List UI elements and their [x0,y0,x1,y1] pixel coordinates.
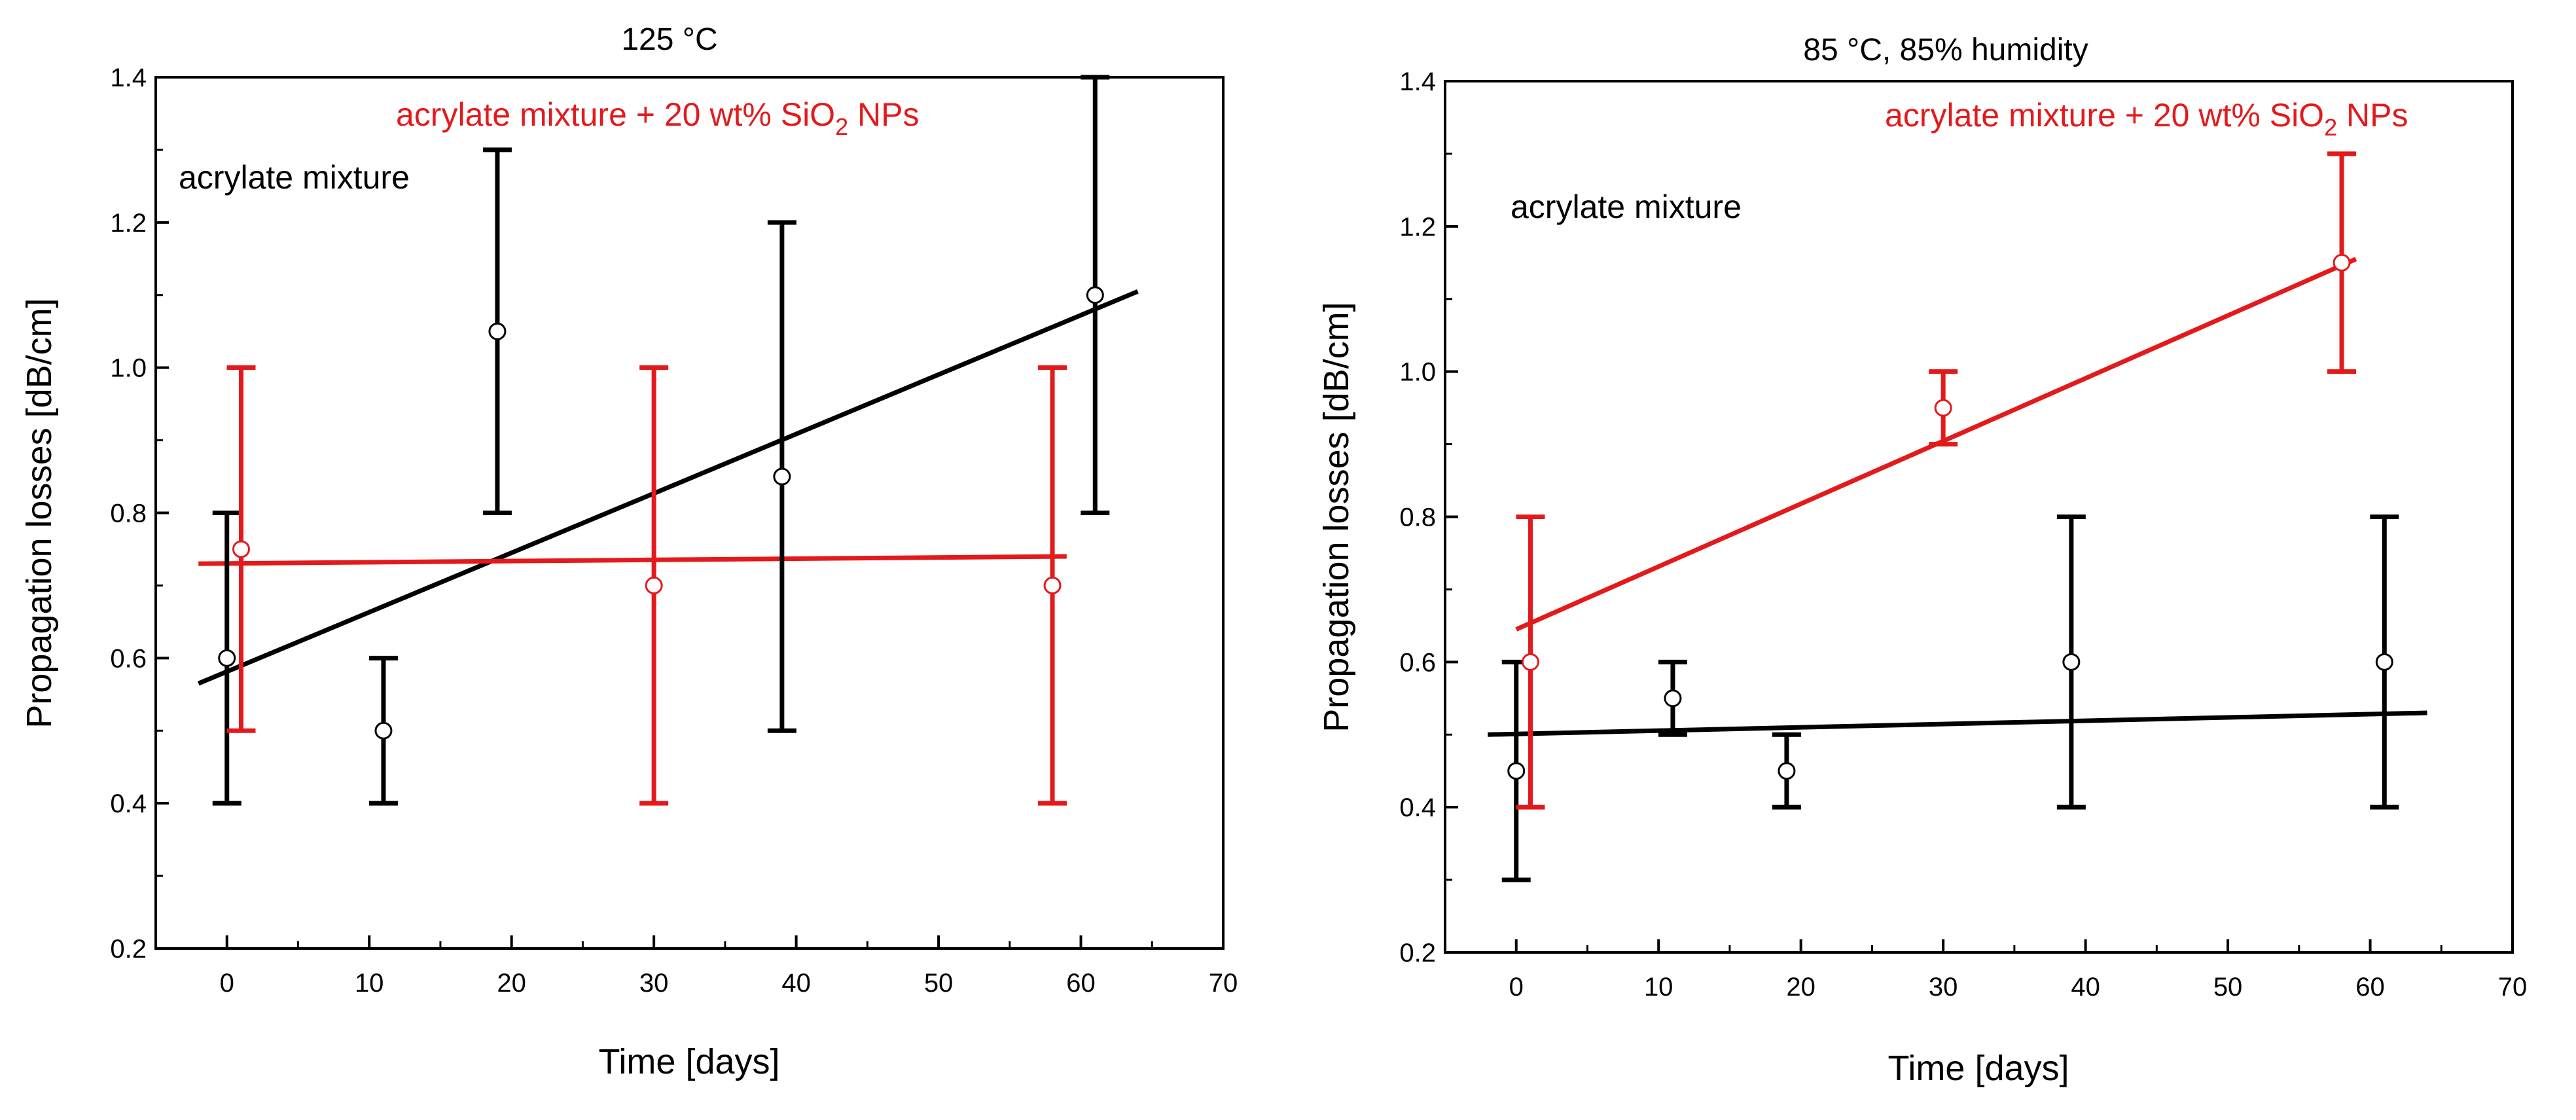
data-point [2062,653,2081,671]
label-red-suffix: NPs [848,96,919,133]
data-points [1507,253,2393,780]
ticks: 0 10 20 30 40 50 60 70 0.2 0.4 0.6 0.8 1.0 1.2 1.4 [110,63,1238,998]
data-point [1507,762,1526,780]
x-axis-label: Time [days] [1887,1049,2069,1088]
fit-line-series-0 [197,289,1139,686]
chart-title: 125 °C [621,22,717,57]
data-point [1778,762,1796,780]
data-point [374,721,393,740]
label-acrylate-mixture: acrylate mixture [1511,189,1742,225]
y-axis-label: Propagation losses [dB/cm] [20,298,59,728]
data-point [1086,286,1104,304]
data-point [488,322,507,340]
plot-frame [154,76,1225,950]
y-axis-label: Propagation losses [dB/cm] [1317,302,1356,732]
data-point [218,649,236,667]
y-tick-label: 0.6 [110,644,147,673]
x-tick-label: 0 [1509,973,1524,1002]
x-tick-label: 70 [1209,969,1238,998]
data-points [218,286,1104,740]
x-tick-label: 60 [2355,973,2385,1002]
x-tick-label: 20 [1786,973,1816,1002]
fit-lines [1488,257,2427,737]
y-tick-label: 1.0 [1399,358,1436,387]
x-tick-label: 50 [2213,973,2243,1002]
x-tick-label: 20 [497,969,526,998]
x-tick-label: 70 [2498,973,2528,1002]
data-point [1043,576,1062,594]
y-tick-label: 0.2 [1399,939,1436,967]
y-tick-label: 0.6 [1399,648,1436,677]
fit-line-series-1 [198,554,1067,566]
label-red-prefix: acrylate mixture + 20 wt% SiO [1885,97,2324,134]
data-point [1934,399,1952,417]
x-tick-label: 40 [781,969,811,998]
label-acrylate-sio2: acrylate mixture + 20 wt% SiO2 NPs [1885,97,2408,141]
ticks: 0 10 20 30 40 50 60 70 0.2 0.4 0.6 0.8 1.0 1.2 1.4 [1399,67,2527,1002]
x-tick-label: 60 [1066,969,1096,998]
x-tick-label: 0 [220,969,234,998]
chart-125c: 0 10 20 30 40 50 60 70 0.2 0.4 0.6 0.8 1.0 1.2 1.4 125… [20,22,1238,1081]
data-point [1664,689,1682,708]
data-point [645,576,663,594]
y-tick-label: 1.4 [110,63,147,92]
x-tick-label: 40 [2071,973,2100,1002]
label-acrylate-sio2: acrylate mixture + 20 wt% SiO2 NPs [396,96,919,140]
y-tick-label: 1.4 [1399,67,1436,96]
label-red-subscript: 2 [2324,114,2337,141]
data-point [1521,653,1539,671]
y-tick-label: 0.2 [110,935,147,964]
x-tick-label: 50 [924,969,954,998]
fit-lines [197,289,1139,686]
x-tick-label: 30 [639,969,669,998]
y-tick-label: 1.0 [110,354,147,383]
y-tick-label: 0.8 [1399,503,1436,532]
chart-title: 85 °C, 85% humidity [1803,33,2088,67]
y-tick-label: 0.4 [110,789,147,818]
data-point [2375,653,2393,671]
data-point [773,467,791,486]
label-red-prefix: acrylate mixture + 20 wt% SiO [396,96,835,133]
x-tick-label: 10 [355,969,384,998]
x-tick-label: 30 [1929,973,1958,1002]
y-tick-label: 0.4 [1399,793,1436,822]
data-point [232,540,250,558]
y-tick-label: 1.2 [110,209,147,238]
x-tick-label: 10 [1644,973,1673,1002]
error-bars [1501,151,2399,882]
x-axis-label: Time [days] [598,1042,779,1081]
data-point [2333,253,2351,272]
label-acrylate-mixture: acrylate mixture [179,159,410,196]
y-tick-label: 0.8 [110,499,147,528]
chart-85c-85rh: 0 10 20 30 40 50 60 70 0.2 0.4 0.6 0.8 1.0 1.2 1.4 85 … [1317,33,2527,1088]
label-red-subscript: 2 [835,113,848,140]
y-tick-label: 1.2 [1399,213,1436,242]
fit-line-series-0 [1488,710,2427,737]
label-red-suffix: NPs [2337,97,2408,134]
